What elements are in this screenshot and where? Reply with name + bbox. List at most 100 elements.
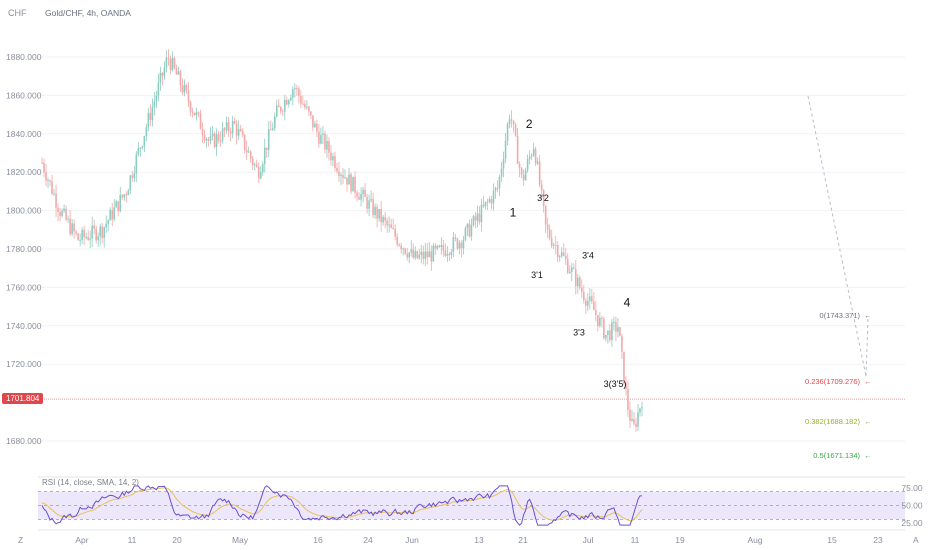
candle-body	[261, 164, 264, 173]
candle-body	[81, 229, 83, 241]
wave-label: 3'3	[573, 327, 585, 337]
candle-body	[109, 209, 112, 221]
candle-body	[601, 317, 603, 319]
candle-body	[269, 129, 272, 131]
candle-body	[619, 327, 621, 337]
y-tick-label: 1860.000	[6, 90, 42, 100]
candle-body	[338, 171, 340, 176]
candle-body	[193, 112, 196, 116]
candle-body	[532, 148, 535, 156]
candle-body	[641, 407, 643, 409]
candle-body	[209, 136, 212, 141]
x-tick-label: Jul	[583, 535, 594, 545]
candle-body	[603, 318, 605, 339]
candle-body	[412, 249, 415, 258]
candle-body	[65, 208, 67, 220]
candle-body	[183, 85, 186, 93]
candle-body	[408, 252, 411, 258]
candle-body	[231, 121, 234, 134]
candle-body	[585, 300, 587, 306]
y-tick-label: 1760.000	[6, 282, 42, 292]
candle-body	[233, 121, 236, 124]
candle-body	[314, 123, 316, 128]
candle-body	[249, 151, 252, 159]
rsi-title: RSI (14, close, SMA, 14, 2)	[42, 478, 139, 487]
currency-label: CHF	[8, 8, 27, 18]
candle-body	[69, 218, 71, 235]
candle-body	[426, 251, 429, 258]
wave-label: 3'2	[537, 193, 549, 203]
fib-arrow: ←	[864, 377, 872, 386]
candle-body	[358, 196, 360, 200]
rsi-tick-label: 50.00	[901, 501, 923, 511]
y-tick-label: 1680.000	[6, 436, 42, 446]
candle-body	[597, 314, 599, 326]
candle-body	[474, 216, 477, 221]
candle-body	[145, 127, 148, 137]
candle-body	[595, 310, 597, 315]
candle-body	[169, 58, 172, 70]
candle-body	[63, 208, 65, 211]
candle-body	[263, 147, 266, 165]
candle-body	[609, 330, 611, 341]
candle-body	[444, 250, 447, 256]
candle-body	[629, 409, 631, 421]
candle-body	[93, 225, 95, 229]
candle-body	[227, 122, 230, 132]
candle-body	[522, 174, 525, 181]
candle-body	[243, 134, 246, 150]
x-tick-label: Apr	[75, 535, 88, 545]
candle-body	[121, 194, 124, 198]
x-axis-auto-label: A	[913, 535, 919, 545]
candle-body	[396, 236, 398, 245]
candle-body	[382, 217, 384, 223]
candle-body	[376, 206, 378, 219]
candle-body	[464, 228, 467, 240]
candle-body	[71, 223, 73, 235]
candle-body	[494, 187, 497, 191]
candle-body	[89, 238, 91, 240]
candle-body	[418, 254, 421, 259]
chart-title: Gold/CHF, 4h, OANDA	[45, 8, 131, 18]
candle-body	[540, 184, 543, 191]
candle-body	[362, 189, 364, 194]
candle-body	[131, 175, 134, 178]
candle-body	[466, 223, 469, 229]
fib-arrow: ←	[864, 417, 872, 426]
candle-body	[510, 119, 513, 121]
candle-body	[621, 336, 623, 352]
candle-body	[404, 248, 407, 254]
candle-body	[342, 174, 344, 178]
candle-body	[402, 248, 405, 250]
candle-body	[593, 301, 595, 311]
candle-body	[221, 128, 224, 141]
fib-level-label: 0.236(1709.276)	[805, 377, 861, 386]
candle-body	[79, 240, 81, 242]
candle-body	[143, 136, 146, 147]
candle-body	[111, 209, 114, 220]
candle-body	[366, 197, 368, 209]
candle-body	[570, 267, 573, 272]
y-tick-label: 1720.000	[6, 359, 42, 369]
projection-line	[807, 95, 867, 377]
candle-body	[368, 200, 370, 209]
candle-body	[304, 104, 306, 108]
candle-body	[554, 244, 557, 246]
candle-body	[470, 224, 473, 237]
candle-body	[502, 159, 505, 169]
candle-body	[165, 57, 168, 68]
fib-arrow: ←	[864, 451, 872, 460]
candle-body	[235, 123, 238, 136]
candle-body	[187, 90, 190, 102]
candle-body	[205, 139, 208, 141]
candle-body	[576, 277, 579, 287]
candle-body	[45, 172, 47, 181]
candle-body	[127, 190, 130, 196]
candle-body	[217, 134, 220, 141]
x-tick-label: 19	[675, 535, 685, 545]
candle-body	[440, 245, 443, 247]
candle-body	[294, 88, 296, 90]
fib-arrow: ←	[864, 311, 872, 320]
candle-body	[73, 223, 75, 232]
